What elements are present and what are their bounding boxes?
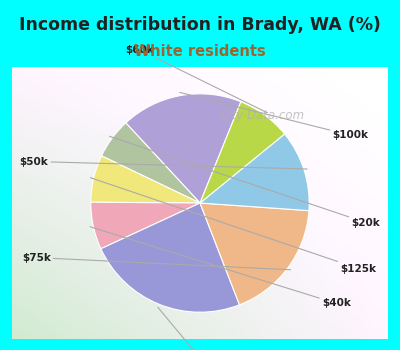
- Wedge shape: [126, 94, 241, 203]
- Wedge shape: [101, 203, 240, 312]
- Wedge shape: [91, 202, 200, 249]
- Text: White residents: White residents: [134, 44, 266, 59]
- Wedge shape: [200, 203, 309, 305]
- Wedge shape: [200, 102, 285, 203]
- Wedge shape: [200, 134, 309, 211]
- Text: $40k: $40k: [90, 227, 351, 308]
- Text: $20k: $20k: [110, 136, 380, 228]
- Text: Income distribution in Brady, WA (%): Income distribution in Brady, WA (%): [19, 16, 381, 34]
- Text: City-Data.com: City-Data.com: [221, 109, 305, 122]
- Text: $75k: $75k: [22, 253, 290, 270]
- Text: $100k: $100k: [180, 92, 369, 140]
- Text: $200k: $200k: [158, 307, 224, 350]
- Wedge shape: [102, 123, 200, 203]
- Text: $50k: $50k: [20, 156, 307, 169]
- Text: $60k: $60k: [126, 45, 267, 112]
- Wedge shape: [91, 156, 200, 203]
- Text: $125k: $125k: [90, 178, 376, 273]
